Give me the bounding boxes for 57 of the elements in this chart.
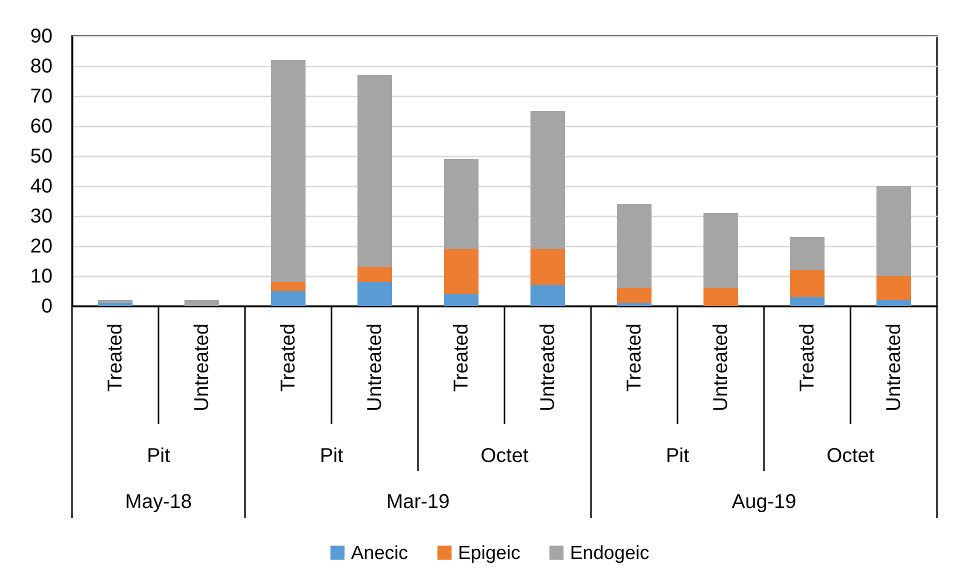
y-tick-label: 60 — [30, 116, 52, 138]
text: Mar-19 — [386, 491, 450, 513]
y-tick-label: 70 — [30, 86, 52, 108]
bar — [876, 300, 912, 306]
bar — [703, 213, 738, 288]
bar — [444, 294, 479, 306]
bar — [616, 204, 652, 288]
bar — [876, 186, 912, 276]
bar — [357, 267, 392, 282]
x-tick-label: Treated — [450, 324, 472, 392]
text: Octet — [826, 445, 875, 467]
bar — [270, 60, 306, 282]
text: Pit — [666, 445, 690, 467]
bar — [270, 282, 306, 291]
bar — [357, 282, 392, 306]
text: Octet — [480, 445, 529, 467]
y-tick-label: 80 — [30, 56, 52, 78]
x-tick-label: Untreated — [364, 324, 386, 412]
bar — [876, 276, 912, 300]
bar — [444, 159, 479, 249]
bar — [790, 270, 825, 297]
x-tick-label: Treated — [277, 324, 300, 392]
text: May-18 — [125, 491, 192, 513]
y-tick-label: 10 — [30, 266, 52, 288]
x-tick-label: Treated — [104, 324, 126, 392]
y-tick-label: 0 — [41, 296, 52, 318]
text: Pit — [320, 445, 344, 467]
y-tick-label: 40 — [30, 176, 52, 198]
text: Pit — [146, 445, 171, 467]
bar — [98, 303, 133, 306]
bar — [184, 300, 220, 306]
legend-label: Endogeic — [570, 542, 650, 564]
bar — [357, 75, 392, 267]
y-tick-label: 90 — [30, 26, 52, 48]
x-tick-label: Treated — [623, 324, 646, 392]
legend-label: Anecic — [351, 542, 408, 564]
bar — [98, 300, 133, 303]
bar — [530, 285, 566, 306]
x-tick-label: Untreated — [536, 324, 559, 412]
bar — [790, 297, 825, 306]
x-tick-label: Treated — [796, 324, 818, 392]
y-tick-label: 50 — [30, 146, 52, 168]
bar — [530, 249, 566, 285]
y-tick-label: 30 — [30, 206, 52, 228]
bar — [616, 288, 652, 303]
bar — [790, 237, 825, 270]
y-tick-label: 20 — [30, 236, 52, 258]
bar — [270, 291, 306, 306]
x-tick-label: Untreated — [190, 324, 213, 412]
bar — [444, 249, 479, 294]
bar — [530, 111, 566, 249]
x-tick-label: Untreated — [882, 324, 905, 412]
text: Aug-19 — [732, 491, 796, 513]
legend-label: Epigeic — [458, 542, 520, 564]
bar — [616, 303, 652, 306]
x-tick-label: Untreated — [710, 324, 732, 412]
bar — [703, 288, 738, 306]
